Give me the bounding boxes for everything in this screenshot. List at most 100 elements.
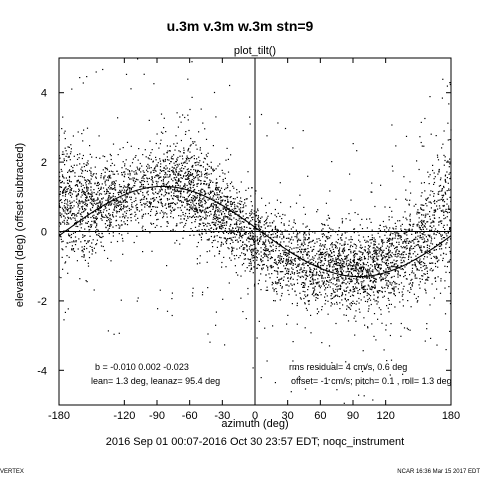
data-point [81,188,83,191]
data-point [355,266,357,268]
data-point [369,245,371,247]
data-point [206,251,208,253]
data-point [69,212,71,214]
data-point [220,187,223,189]
data-point [99,157,101,159]
data-point [334,247,337,249]
data-point [85,280,87,282]
data-point [89,208,92,210]
data-point [374,239,376,241]
data-point [447,160,449,162]
data-point [409,250,411,252]
data-point [155,142,157,145]
data-point [443,185,445,187]
data-point [224,213,226,215]
data-point [269,265,271,267]
data-point [84,228,86,230]
data-point [241,201,243,203]
data-point [377,266,379,269]
data-point [187,114,189,116]
data-point [194,176,196,178]
data-point [360,251,362,253]
data-point [339,247,341,249]
data-point [302,290,304,292]
data-point [318,284,320,286]
data-point [162,159,164,162]
data-point [148,119,150,121]
data-point [268,273,270,275]
data-point [84,209,86,211]
data-point [421,204,423,206]
data-point [140,185,142,187]
data-point [429,211,431,213]
data-point [435,210,437,212]
data-point [286,323,288,325]
data-point [96,243,98,245]
data-point [250,249,252,251]
data-point [390,292,392,294]
data-point [409,252,411,254]
data-point [170,178,173,180]
data-point [206,172,208,174]
data-point [69,194,72,196]
data-point [142,154,144,156]
data-point [162,217,164,219]
data-point [230,196,232,198]
data-point [219,175,221,177]
data-point [383,249,385,251]
data-point [354,269,356,271]
data-point [350,241,352,243]
data-point [121,224,123,226]
data-point [183,190,185,193]
data-point [299,272,301,274]
data-point [101,214,103,216]
data-point [224,199,226,202]
data-point [381,259,383,261]
data-point [193,234,195,236]
data-point [366,274,368,276]
data-point [172,230,174,232]
data-point [440,198,442,200]
data-point [290,262,292,264]
data-point [326,268,328,270]
data-point [349,308,352,310]
data-point [443,214,445,216]
data-point [272,233,274,235]
data-point [420,207,422,209]
data-point [297,244,299,246]
data-point [263,253,265,255]
data-point [206,183,208,185]
data-point [439,184,442,187]
data-point [250,260,252,262]
data-point [341,292,343,294]
data-point [251,244,253,246]
data-point [379,236,381,238]
data-point [91,224,93,226]
data-point [427,221,429,223]
data-point [124,199,126,201]
data-point [435,135,437,137]
data-point [440,254,442,256]
data-point [181,177,183,179]
data-point [202,210,204,212]
data-point [138,168,140,171]
data-point [269,245,271,247]
data-point [369,288,371,290]
data-point [146,180,148,183]
data-point [337,234,339,236]
data-point [142,229,144,231]
data-point [118,211,120,213]
data-point [210,180,212,182]
data-point [444,280,446,282]
data-point [281,277,283,279]
data-point [437,173,439,175]
data-point [105,199,107,201]
data-point [322,244,324,246]
data-point [166,198,168,200]
data-point [362,253,364,255]
data-point [250,220,252,222]
data-point [212,195,215,197]
data-point [332,288,334,290]
data-point [339,243,341,245]
